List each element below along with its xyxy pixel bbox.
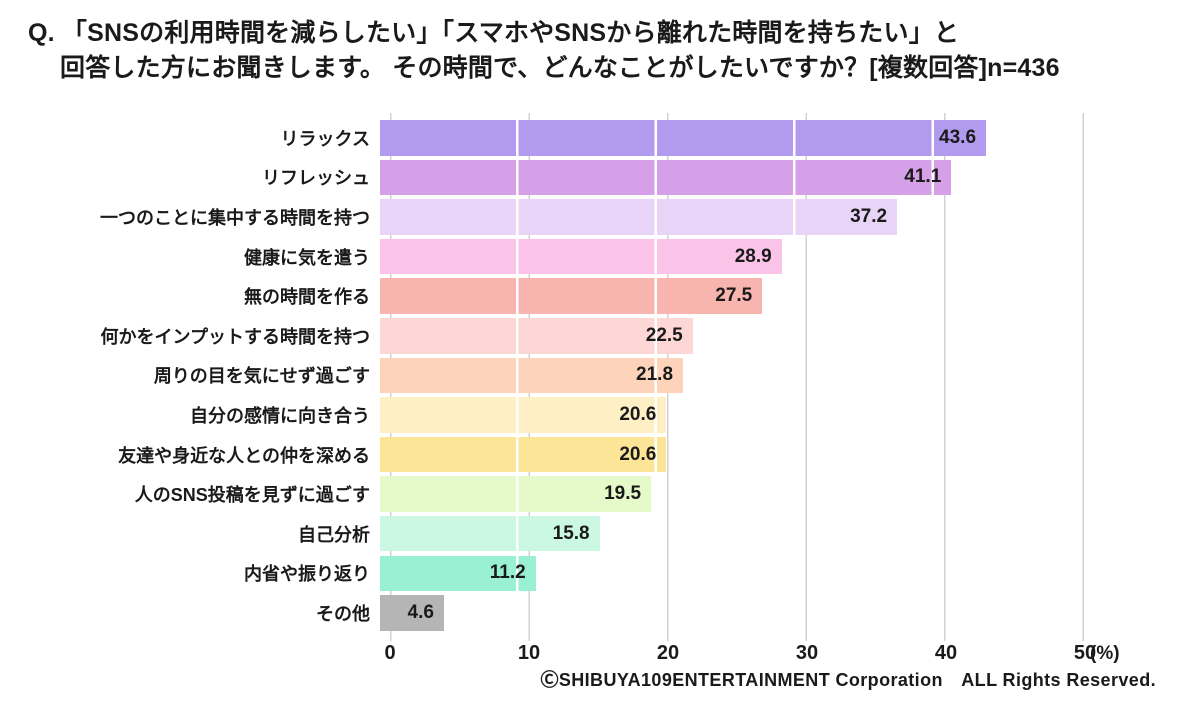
category-label: 無の時間を作る	[244, 287, 370, 308]
bar: 20.6	[380, 397, 667, 433]
category-label: リラックス	[280, 128, 370, 149]
value-label: 4.6	[407, 601, 434, 623]
chart-title: Q. 「SNSの利用時間を減らしたい」「スマホやSNSから離れた時間を持ちたい」…	[28, 16, 1060, 86]
bar-row: 自己分析 15.8	[0, 514, 1200, 554]
category-label: その他	[316, 603, 370, 624]
category-label: 一つのことに集中する時間を持つ	[100, 207, 370, 228]
x-tick-label: 0	[384, 642, 396, 664]
value-label: 27.5	[715, 285, 753, 307]
category-label: 自己分析	[298, 524, 370, 545]
category-label: 周りの目を気にせず過ごす	[153, 366, 370, 387]
bar-row: 何かをインプットする時間を持つ 22.5	[0, 316, 1200, 356]
title-line-1: Q. 「SNSの利用時間を減らしたい」「スマホやSNSから離れた時間を持ちたい」…	[28, 19, 960, 47]
value-label: 28.9	[734, 245, 772, 267]
x-axis-unit-label: (%)	[1090, 643, 1120, 664]
value-label: 21.8	[636, 364, 674, 386]
bar: 22.5	[380, 318, 693, 354]
bar: 15.8	[380, 515, 600, 552]
category-label: 友達や身近な人との仲を深める	[118, 445, 370, 466]
value-label: 37.2	[850, 205, 888, 227]
title-line-2: 回答した方にお聞きします。 その時間で、どんなことがしたいですか？[複数回答]n…	[60, 54, 1060, 82]
copyright-footer: ⒸSHIBUYA109ENTERTAINMENT Corporation ALL…	[540, 670, 1156, 690]
x-tick-label: 50	[1073, 642, 1097, 664]
category-label: 人のSNS投稿を見ずに過ごす	[134, 485, 370, 506]
x-tick-label: 10	[517, 642, 541, 664]
bar: 43.6	[380, 120, 987, 156]
x-tick-label: 40	[934, 642, 958, 664]
value-label: 20.6	[619, 403, 657, 425]
category-label: 健康に気を遣う	[244, 247, 370, 268]
value-label: 22.5	[645, 324, 683, 346]
bar: 21.8	[380, 357, 684, 394]
bar: 37.2	[380, 199, 898, 235]
bar: 20.6	[380, 436, 667, 473]
bar-rows: リラックス 43.6 リフレッシュ 41.1 一つのことに集中する時間を持つ 3…	[0, 118, 1200, 633]
value-label: 15.8	[552, 522, 590, 544]
x-tick-label: 30	[795, 642, 819, 664]
value-label: 43.6	[939, 126, 977, 148]
bar-row: 人のSNS投稿を見ずに過ごす 19.5	[0, 474, 1200, 514]
category-label: 自分の感情に向き合う	[190, 405, 370, 426]
value-label: 41.1	[904, 166, 942, 188]
value-label: 19.5	[604, 483, 642, 505]
bar-row: リラックス 43.6	[0, 118, 1200, 158]
value-label: 11.2	[489, 562, 526, 584]
bar-row: 一つのことに集中する時間を持つ 37.2	[0, 197, 1200, 237]
bar-row: リフレッシュ 41.1	[0, 158, 1200, 198]
bar: 41.1	[380, 159, 952, 196]
bar: 4.6	[380, 595, 444, 631]
bar: 19.5	[380, 476, 652, 512]
bar-row: 周りの目を気にせず過ごす 21.8	[0, 356, 1200, 396]
x-axis: (%) 0 10 20 30 40 50	[384, 642, 1150, 668]
x-tick-label: 20	[656, 642, 680, 664]
bar: 28.9	[380, 238, 782, 275]
category-label: リフレッシュ	[262, 168, 370, 189]
bar: 11.2	[380, 555, 536, 592]
bar-row: 自分の感情に向き合う 20.6	[0, 395, 1200, 435]
category-label: 何かをインプットする時間を持つ	[100, 326, 370, 347]
value-label: 20.6	[619, 443, 657, 465]
bar: 27.5	[380, 278, 763, 314]
category-label: 内省や振り返り	[244, 564, 370, 585]
bar-row: 内省や振り返り 11.2	[0, 554, 1200, 594]
bar-row: 無の時間を作る 27.5	[0, 276, 1200, 316]
bar-row: その他 4.6	[0, 593, 1200, 633]
bar-row: 友達や身近な人との仲を深める 20.6	[0, 435, 1200, 475]
bar-row: 健康に気を遣う 28.9	[0, 237, 1200, 277]
